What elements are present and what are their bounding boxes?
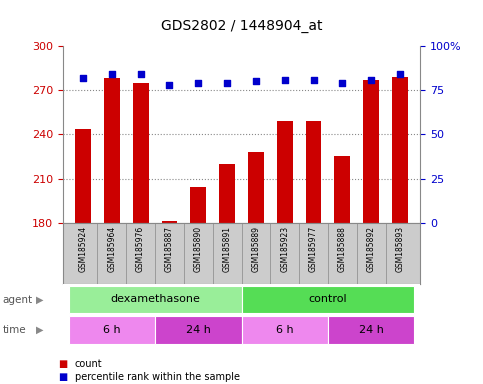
Text: GSM185964: GSM185964 bbox=[107, 226, 116, 272]
Point bbox=[281, 76, 289, 83]
Text: GSM185889: GSM185889 bbox=[252, 226, 260, 272]
Text: ▶: ▶ bbox=[36, 325, 43, 335]
Bar bbox=[328, 316, 414, 344]
Point bbox=[108, 71, 115, 78]
Point bbox=[252, 78, 260, 84]
Text: ▶: ▶ bbox=[36, 295, 43, 305]
Text: GSM185923: GSM185923 bbox=[280, 226, 289, 272]
Text: GSM185890: GSM185890 bbox=[194, 226, 203, 272]
Text: 24 h: 24 h bbox=[186, 324, 211, 334]
Bar bbox=[277, 121, 293, 223]
Text: GSM185924: GSM185924 bbox=[78, 226, 87, 272]
Text: control: control bbox=[309, 294, 347, 304]
Point bbox=[79, 75, 87, 81]
Bar bbox=[104, 78, 120, 223]
Text: GSM185893: GSM185893 bbox=[396, 226, 405, 272]
Text: ■: ■ bbox=[58, 372, 67, 382]
Point bbox=[137, 71, 144, 78]
Point bbox=[166, 82, 173, 88]
Text: time: time bbox=[2, 325, 26, 335]
Bar bbox=[306, 121, 322, 223]
Bar bbox=[392, 77, 408, 223]
Bar bbox=[248, 152, 264, 223]
Text: GSM185976: GSM185976 bbox=[136, 226, 145, 272]
Point bbox=[396, 71, 404, 78]
Bar bbox=[69, 286, 242, 313]
Text: GSM185888: GSM185888 bbox=[338, 226, 347, 271]
Text: 6 h: 6 h bbox=[276, 324, 294, 334]
Bar bbox=[161, 221, 177, 223]
Point bbox=[223, 80, 231, 86]
Bar bbox=[242, 316, 328, 344]
Text: count: count bbox=[75, 359, 102, 369]
Text: 24 h: 24 h bbox=[359, 324, 384, 334]
Bar bbox=[190, 187, 206, 223]
Bar bbox=[363, 80, 379, 223]
Point bbox=[368, 76, 375, 83]
Text: GSM185977: GSM185977 bbox=[309, 226, 318, 272]
Text: percentile rank within the sample: percentile rank within the sample bbox=[75, 372, 240, 382]
Bar bbox=[69, 316, 155, 344]
Bar bbox=[155, 316, 242, 344]
Bar bbox=[334, 157, 350, 223]
Text: GSM185887: GSM185887 bbox=[165, 226, 174, 272]
Bar bbox=[242, 286, 414, 313]
Text: GDS2802 / 1448904_at: GDS2802 / 1448904_at bbox=[161, 19, 322, 33]
Bar bbox=[133, 83, 149, 223]
Bar bbox=[219, 164, 235, 223]
Text: GSM185891: GSM185891 bbox=[223, 226, 231, 272]
Point bbox=[194, 80, 202, 86]
Point bbox=[310, 76, 317, 83]
Bar bbox=[75, 129, 91, 223]
Text: ■: ■ bbox=[58, 359, 67, 369]
Text: 6 h: 6 h bbox=[103, 324, 121, 334]
Text: dexamethasone: dexamethasone bbox=[110, 294, 200, 304]
Text: GSM185892: GSM185892 bbox=[367, 226, 376, 272]
Text: agent: agent bbox=[2, 295, 32, 305]
Point bbox=[339, 80, 346, 86]
